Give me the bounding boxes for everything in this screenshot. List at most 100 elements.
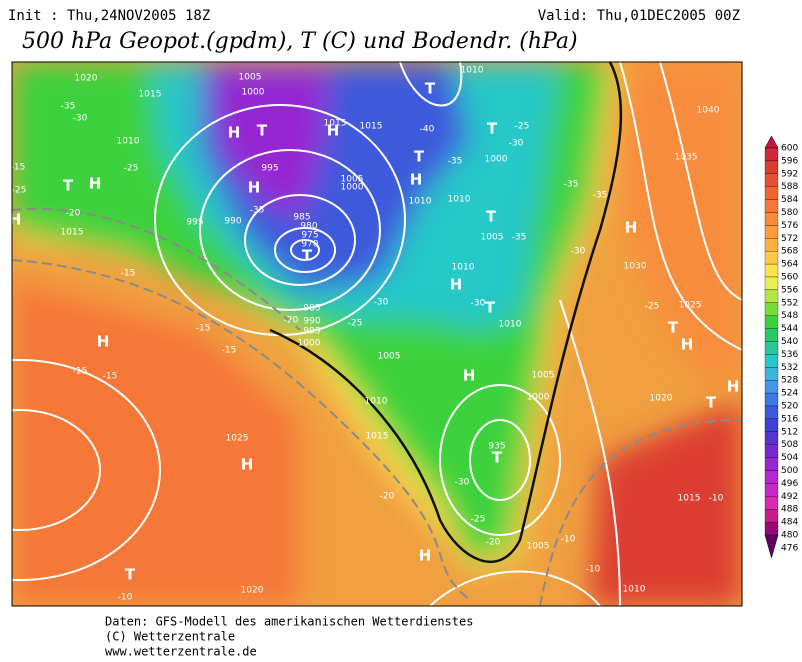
colorbar-label: 564: [781, 260, 798, 270]
contour-label: -15: [103, 372, 118, 382]
colorbar-label: 508: [781, 440, 798, 450]
pressure-center: H: [9, 211, 22, 229]
colorbar-label: 540: [781, 337, 798, 347]
pressure-center: T: [63, 177, 74, 195]
colorbar-label: 576: [781, 221, 798, 231]
pressure-center: H: [450, 276, 463, 294]
contour-label: -25: [348, 319, 363, 329]
contour-label: 990: [303, 317, 320, 327]
pressure-center: H: [248, 179, 261, 197]
footer-line: (C) Wetterzentrale: [105, 630, 235, 644]
contour-label: -20: [486, 538, 501, 548]
pressure-center: H: [89, 175, 102, 193]
colorbar-swatch: [764, 521, 779, 536]
colorbar-label: 552: [781, 298, 798, 308]
contour-label: -35: [593, 191, 608, 201]
pressure-center: T: [706, 394, 717, 412]
contour-label: 1000: [527, 393, 550, 403]
map-title: 500 hPa Geopot.(gpdm), T (C) und Bodendr…: [22, 29, 578, 54]
valid-time: Valid: Thu,01DEC2005 00Z: [538, 8, 740, 24]
pressure-center: T: [486, 208, 497, 226]
map-frame: [11, 61, 743, 607]
contour-label: -30: [73, 114, 88, 124]
contour-label: 1000: [298, 339, 321, 349]
contour-label: 1035: [675, 153, 698, 163]
colorbar-label: 544: [781, 324, 798, 334]
contour-label: -10: [586, 565, 601, 575]
pressure-center: T: [492, 449, 503, 467]
colorbar-swatch: [764, 289, 779, 303]
colorbar-label: 524: [781, 389, 798, 399]
contour-label: 1000: [242, 88, 265, 98]
colorbar-label: 588: [781, 182, 798, 192]
colorbar-swatch: [764, 354, 779, 368]
colorbar-swatch: [764, 341, 779, 355]
colorbar-swatch: [764, 186, 779, 200]
footer-line: www.wetterzentrale.de: [105, 645, 257, 659]
colorbar-label: 600: [781, 144, 798, 154]
contour-label: -30: [509, 139, 524, 149]
contour-label: -10: [709, 494, 724, 504]
contour-label: 985: [303, 304, 320, 314]
colorbar-label: 476: [781, 543, 798, 553]
pressure-center: T: [257, 122, 268, 140]
pressure-center: T: [668, 319, 679, 337]
colorbar: 600 596 592 588 584 580 576 572 568 564 560 556 552 5…: [764, 135, 798, 559]
contour-label: 1015: [678, 494, 701, 504]
init-time: Init : Thu,24NOV2005 18Z: [8, 8, 210, 24]
pressure-center: H: [327, 122, 340, 140]
colorbar-label: 500: [781, 466, 798, 476]
pressure-center: T: [414, 148, 425, 166]
contour-label: -30: [471, 299, 486, 309]
colorbar-swatch: [764, 276, 779, 291]
colorbar-swatch: [764, 367, 779, 381]
contour-label: -25: [12, 186, 27, 196]
contour-label: 975: [301, 231, 318, 241]
colorbar-label: 556: [781, 285, 798, 295]
colorbar-end: [764, 534, 779, 559]
pressure-center: H: [681, 336, 694, 354]
contour-label: 1010: [461, 66, 484, 76]
contour-label: -20: [284, 316, 299, 326]
colorbar-end: [764, 135, 779, 149]
contour-label: 1010: [623, 585, 646, 595]
contour-label: 1010: [448, 195, 471, 205]
contour-label: -10: [118, 593, 133, 603]
colorbar-label: 492: [781, 492, 798, 502]
contour-label: -20: [380, 492, 395, 502]
contour-label: 1000: [341, 183, 364, 193]
contour-label: 1005: [527, 542, 550, 552]
colorbar-swatch: [764, 483, 779, 497]
pressure-center: T: [485, 299, 496, 317]
contour-label: -20: [66, 209, 81, 219]
colorbar-label: 484: [781, 518, 798, 528]
contour-label: 1010: [365, 397, 388, 407]
colorbar-label: 496: [781, 479, 798, 489]
contour-label: -25: [515, 122, 530, 132]
contour-label: 1015: [360, 122, 383, 132]
contour-label: -15: [121, 269, 136, 279]
contour-label: -30: [455, 478, 470, 488]
contour-label: -30: [374, 298, 389, 308]
contour-label: 970: [301, 240, 318, 250]
colorbar-label: 528: [781, 376, 798, 386]
colorbar-swatch: [764, 328, 779, 342]
pressure-center: H: [97, 333, 110, 351]
contour-label: 1020: [75, 74, 98, 84]
contour-label: 1020: [241, 586, 264, 596]
contour-label: 1030: [624, 262, 647, 272]
contour-label: 1015: [366, 432, 389, 442]
colorbar-label: 488: [781, 505, 798, 515]
552-contour: [269, 62, 623, 563]
colorbar-label: 548: [781, 311, 798, 321]
contour-label: -35: [61, 102, 76, 112]
contour-label: 985: [293, 213, 310, 223]
contour-label: 1000: [485, 155, 508, 165]
colorbar-label: 516: [781, 414, 798, 424]
contour-label: 1005: [378, 352, 401, 362]
colorbar-swatch: [764, 392, 779, 407]
isotherms: [12, 207, 742, 606]
contour-label: 1010: [117, 137, 140, 147]
